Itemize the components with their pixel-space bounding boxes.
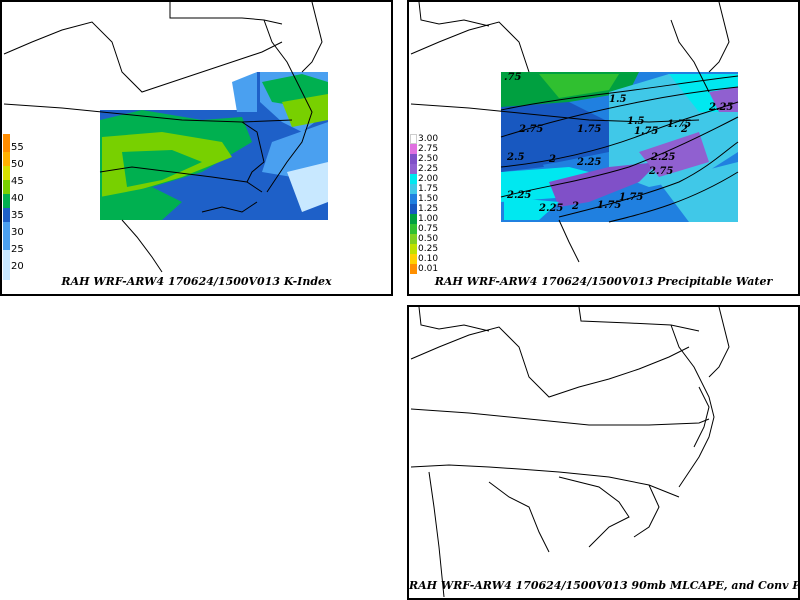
contour-label: 2.25 <box>576 157 601 168</box>
legend-swatch <box>410 154 417 164</box>
legend-swatch <box>410 164 417 174</box>
legend-label: 35 <box>11 210 24 221</box>
contour-label: 2.25 <box>538 203 563 214</box>
contour-label: 1.75 <box>667 119 691 130</box>
legend-label: 0.75 <box>418 224 439 234</box>
legend-swatch <box>3 166 10 180</box>
legend-label: 2.25 <box>418 164 439 174</box>
contour-label: .75 <box>504 72 521 83</box>
legend-swatch <box>410 184 417 194</box>
contour-label: 2.25 <box>650 152 675 163</box>
kindex-map <box>3 2 328 273</box>
legend-swatch <box>410 144 417 154</box>
legend-label: 1.50 <box>418 194 439 204</box>
contour-label: 2.75 <box>518 124 543 135</box>
legend-label: 20 <box>11 261 24 272</box>
legend-swatch <box>3 222 10 250</box>
pwat-contour-labels: .75 1.5 1.75 2 2.25 2.5 2.75 1.5 1.75 1.… <box>504 72 733 214</box>
contour-label: 2.75 <box>648 166 673 177</box>
legend-label: 30 <box>11 227 24 238</box>
legend-swatch <box>410 174 417 184</box>
legend-label: 40 <box>11 193 24 204</box>
legend-label: 1.00 <box>418 214 439 224</box>
contour-label: 2.25 <box>708 102 733 113</box>
contour-label: 1.75 <box>619 192 643 203</box>
contour-label: 2 <box>571 201 579 212</box>
legend-swatch <box>410 204 417 214</box>
legend-swatch <box>410 224 417 234</box>
legend-label: 1.25 <box>418 204 439 214</box>
kindex-boundaries <box>3 2 323 273</box>
contour-label: 1.75 <box>597 200 621 211</box>
legend-swatch <box>3 180 10 194</box>
pwat-caption: RAH WRF-ARW4 170624/1500V013 Precipitabl… <box>434 275 773 288</box>
legend-swatch <box>410 244 417 254</box>
pwat-boundaries <box>410 2 730 263</box>
legend-swatch <box>410 264 417 274</box>
legend-label: 2.75 <box>418 144 439 154</box>
contour-label: 1.75 <box>577 124 601 135</box>
cape-caption: RAH WRF-ARW4 170624/1500V013 90mb MLCAPE… <box>409 579 800 592</box>
legend-label: 2.00 <box>418 174 439 184</box>
contour-label: 2.5 <box>506 152 524 163</box>
contour-label: 2.25 <box>506 190 531 201</box>
legend-label: 50 <box>11 159 24 170</box>
legend-label: 0.10 <box>418 254 439 264</box>
legend-swatch <box>410 134 417 144</box>
legend-swatch <box>3 208 10 222</box>
cape-boundaries <box>410 307 730 598</box>
contour-label: 2 <box>548 154 556 165</box>
legend-label: 3.00 <box>418 134 439 144</box>
legend-swatch <box>3 194 10 208</box>
legend-label: 0.50 <box>418 234 439 244</box>
legend-swatch <box>3 134 10 152</box>
pwat-map: .75 1.5 1.75 2 2.25 2.5 2.75 1.5 1.75 1.… <box>410 2 739 263</box>
kindex-caption: RAH WRF-ARW4 170624/1500V013 K-Index <box>61 275 332 288</box>
pwat-panel: .75 1.5 1.75 2 2.25 2.5 2.75 1.5 1.75 1.… <box>407 0 800 296</box>
legend-label: 2.50 <box>418 154 439 164</box>
legend-swatch <box>410 254 417 264</box>
contour-label: 2 <box>680 124 688 135</box>
contour-label: 1.5 <box>627 116 644 127</box>
kindex-panel: 55 50 45 40 35 30 25 20 RAH WRF-ARW4 170… <box>0 0 393 296</box>
legend-swatch <box>3 152 10 166</box>
kindex-field <box>100 72 328 220</box>
cape-map <box>410 307 730 598</box>
pwat-contours <box>500 75 739 223</box>
legend-label: 55 <box>11 142 24 153</box>
contour-label: 1.5 <box>609 94 626 105</box>
legend-label: 25 <box>11 244 24 255</box>
contour-label: 1.75 <box>634 126 658 137</box>
legend-swatch <box>410 194 417 204</box>
legend-label: 0.25 <box>418 244 439 254</box>
legend-label: 45 <box>11 176 24 187</box>
legend-label: 1.75 <box>418 184 439 194</box>
legend-swatch <box>3 250 10 280</box>
legend-swatch <box>410 214 417 224</box>
legend-label: 0.01 <box>418 264 439 274</box>
cape-panel: RAH WRF-ARW4 170624/1500V013 90mb MLCAPE… <box>407 305 800 600</box>
legend-swatch <box>410 234 417 244</box>
